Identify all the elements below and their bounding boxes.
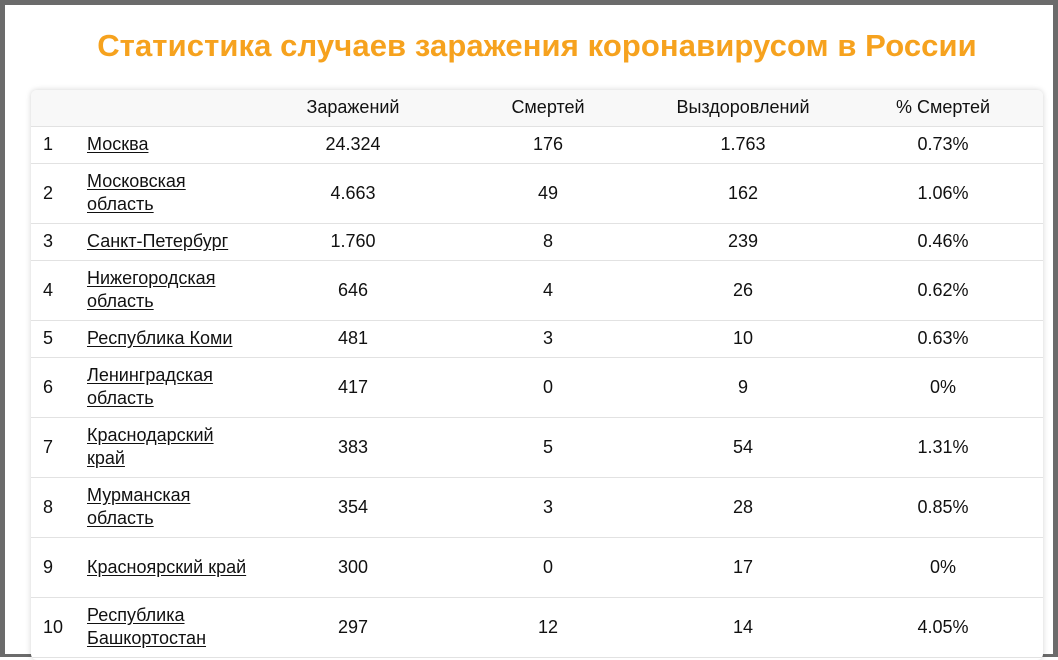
recovered-cell: 14	[643, 597, 843, 658]
table-row: 5 Республика Коми 481 3 10 0.63%	[31, 320, 1043, 358]
recovered-cell: 54	[643, 417, 843, 478]
stats-table-card: Заражений Смертей Выздоровлений % Смерте…	[31, 90, 1043, 660]
death-pct-cell: 0%	[843, 537, 1043, 598]
recovered-cell: 26	[643, 260, 843, 321]
region-link[interactable]: Красноярский край	[87, 556, 247, 577]
death-pct-cell: 0.85%	[843, 477, 1043, 538]
region-link[interactable]: Мурманская область	[87, 485, 191, 528]
infected-cell: 383	[253, 417, 453, 478]
row-rank: 5	[31, 320, 83, 358]
table-header-row: Заражений Смертей Выздоровлений % Смерте…	[31, 90, 1043, 127]
recovered-cell: 9	[643, 357, 843, 418]
deaths-cell: 4	[453, 260, 643, 321]
deaths-cell: 8	[453, 223, 643, 261]
table-row: 9 Красноярский край 300 0 17 0%	[31, 537, 1043, 598]
recovered-cell: 17	[643, 537, 843, 598]
deaths-cell: 12	[453, 597, 643, 658]
region-link[interactable]: Нижегородская область	[87, 268, 216, 311]
death-pct-cell: 0%	[843, 357, 1043, 418]
row-rank: 8	[31, 477, 83, 538]
region-link[interactable]: Республика Башкортостан	[87, 605, 207, 648]
header-rank	[31, 90, 83, 127]
deaths-cell: 176	[453, 126, 643, 164]
deaths-cell: 3	[453, 320, 643, 358]
table-row: 4 Нижегородская область 646 4 26 0.62%	[31, 260, 1043, 321]
header-deaths[interactable]: Смертей	[453, 90, 643, 127]
stats-table: Заражений Смертей Выздоровлений % Смерте…	[31, 90, 1043, 658]
death-pct-cell: 0.46%	[843, 223, 1043, 261]
death-pct-cell: 1.06%	[843, 163, 1043, 224]
recovered-cell: 1.763	[643, 126, 843, 164]
deaths-cell: 3	[453, 477, 643, 538]
header-infected[interactable]: Заражений	[253, 90, 453, 127]
infected-cell: 4.663	[253, 163, 453, 224]
row-rank: 10	[31, 597, 83, 658]
table-row: 3 Санкт-Петербург 1.760 8 239 0.46%	[31, 223, 1043, 261]
table-row: 2 Московская область 4.663 49 162 1.06%	[31, 163, 1043, 224]
page-title: Статистика случаев заражения коронавирус…	[97, 28, 977, 63]
row-rank: 7	[31, 417, 83, 478]
row-rank: 2	[31, 163, 83, 224]
death-pct-cell: 0.62%	[843, 260, 1043, 321]
death-pct-cell: 1.31%	[843, 417, 1043, 478]
deaths-cell: 49	[453, 163, 643, 224]
region-link[interactable]: Краснодарский край	[87, 425, 214, 468]
recovered-cell: 162	[643, 163, 843, 224]
table-row: 7 Краснодарский край 383 5 54 1.31%	[31, 417, 1043, 478]
death-pct-cell: 0.63%	[843, 320, 1043, 358]
region-link[interactable]: Московская область	[87, 171, 186, 214]
deaths-cell: 0	[453, 357, 643, 418]
infected-cell: 481	[253, 320, 453, 358]
header-recovered[interactable]: Выздоровлений	[643, 90, 843, 127]
table-row: 1 Москва 24.324 176 1.763 0.73%	[31, 126, 1043, 164]
death-pct-cell: 4.05%	[843, 597, 1043, 658]
row-rank: 1	[31, 126, 83, 164]
recovered-cell: 10	[643, 320, 843, 358]
region-link[interactable]: Республика Коми	[87, 328, 233, 348]
infected-cell: 646	[253, 260, 453, 321]
table-row: 8 Мурманская область 354 3 28 0.85%	[31, 477, 1043, 538]
row-rank: 6	[31, 357, 83, 418]
recovered-cell: 239	[643, 223, 843, 261]
infected-cell: 354	[253, 477, 453, 538]
header-region	[83, 90, 253, 127]
infected-cell: 417	[253, 357, 453, 418]
region-link[interactable]: Ленинградская область	[87, 365, 213, 408]
infected-cell: 300	[253, 537, 453, 598]
recovered-cell: 28	[643, 477, 843, 538]
infected-cell: 24.324	[253, 126, 453, 164]
death-pct-cell: 0.73%	[843, 126, 1043, 164]
infected-cell: 1.760	[253, 223, 453, 261]
table-row: 10 Республика Башкортостан 297 12 14 4.0…	[31, 597, 1043, 658]
deaths-cell: 0	[453, 537, 643, 598]
region-link[interactable]: Москва	[87, 134, 149, 154]
row-rank: 4	[31, 260, 83, 321]
row-rank: 9	[31, 537, 83, 598]
header-death-pct[interactable]: % Смертей	[843, 90, 1043, 127]
table-row: 6 Ленинградская область 417 0 9 0%	[31, 357, 1043, 418]
region-link[interactable]: Санкт-Петербург	[87, 231, 229, 251]
row-rank: 3	[31, 223, 83, 261]
infected-cell: 297	[253, 597, 453, 658]
deaths-cell: 5	[453, 417, 643, 478]
